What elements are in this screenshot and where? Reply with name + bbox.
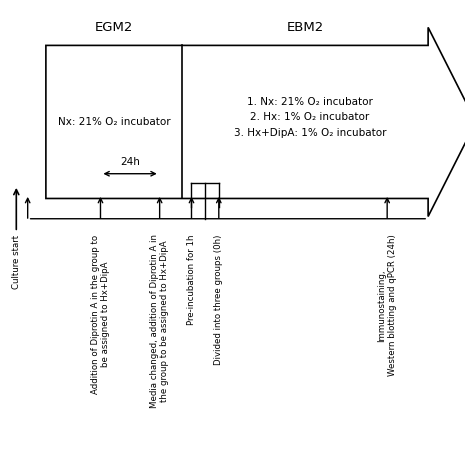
Text: Media changed, addition of Diprotin A in
the group to be assigned to Hx+DipA: Media changed, addition of Diprotin A in…	[150, 234, 169, 408]
Text: Pre-incubation for 1h: Pre-incubation for 1h	[187, 234, 196, 325]
Text: Divided into three groups (0h): Divided into three groups (0h)	[214, 234, 223, 365]
Text: Nx: 21% O₂ incubator: Nx: 21% O₂ incubator	[58, 117, 171, 127]
Polygon shape	[46, 27, 474, 217]
Text: Culture start: Culture start	[12, 234, 21, 288]
Text: Addition of Diprotin A in the group to
be assigned to Hx+DipA: Addition of Diprotin A in the group to b…	[91, 234, 110, 393]
Text: 24h: 24h	[120, 157, 140, 167]
Text: Immunostaining,
Western blotting and qPCR (24h): Immunostaining, Western blotting and qPC…	[377, 234, 397, 376]
Text: EBM2: EBM2	[287, 21, 324, 34]
Text: EGM2: EGM2	[95, 21, 133, 34]
Text: 1. Nx: 21% O₂ incubator
2. Hx: 1% O₂ incubator
3. Hx+DipA: 1% O₂ incubator: 1. Nx: 21% O₂ incubator 2. Hx: 1% O₂ inc…	[234, 97, 386, 138]
